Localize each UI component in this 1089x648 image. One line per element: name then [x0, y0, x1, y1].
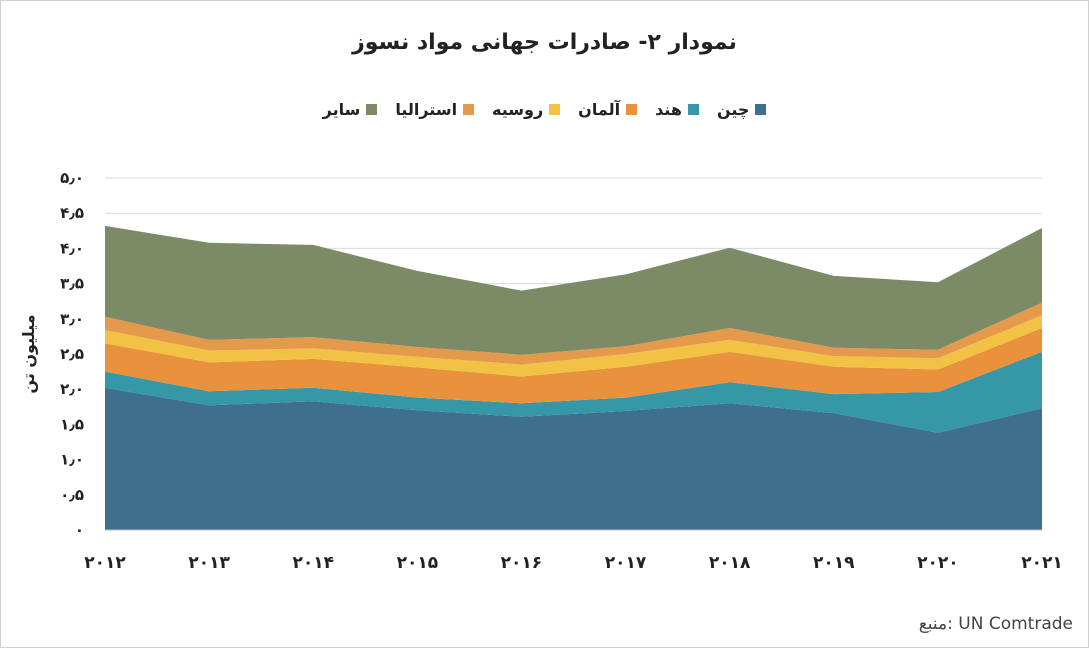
y-tick-label: ۴٫۰: [60, 239, 84, 257]
x-tick-label: ۲۰۱۴: [292, 553, 334, 573]
legend-item: سایر: [323, 100, 378, 119]
y-tick-label: ۳٫۰: [60, 310, 84, 328]
legend-item: روسیه: [492, 100, 561, 119]
legend-swatch: [755, 104, 767, 115]
area-series-3: [105, 315, 1042, 377]
x-tick-label: ۲۰۲۰: [917, 553, 959, 573]
legend-swatch: [549, 104, 561, 115]
y-tick-label: ۳٫۵: [60, 275, 84, 293]
x-tick-label: ۲۰۱۷: [605, 553, 647, 573]
y-tick-label: ۱٫۵: [60, 415, 84, 433]
legend-label: آلمان: [578, 100, 621, 119]
area-series-0: [105, 387, 1042, 530]
x-tick-label: ۲۰۱۹: [813, 553, 855, 573]
x-tick-label: ۲۰۱۵: [397, 553, 439, 573]
legend-item: هند: [655, 100, 699, 119]
y-axis-label: میلیون تن: [19, 314, 38, 393]
legend-label: استرالیا: [395, 100, 458, 119]
area-series-5: [105, 225, 1042, 355]
legend-swatch: [366, 104, 378, 115]
legend-label: چین: [716, 100, 750, 119]
y-tick-label: ۰٫۵: [60, 486, 84, 504]
chart-title: نمودار ۲- صادرات جهانی مواد نسوز: [352, 30, 737, 55]
y-tick-label: ۰: [75, 521, 84, 539]
x-tick-label: ۲۰۱۲: [84, 553, 126, 573]
y-tick-label: ۲٫۵: [60, 345, 84, 363]
legend-item: استرالیا: [395, 100, 475, 119]
legend-swatch: [463, 104, 475, 115]
x-tick-label: ۲۰۱۸: [709, 553, 751, 573]
legend-item: آلمان: [578, 100, 638, 119]
legend-label: هند: [655, 100, 682, 119]
y-tick-label: ۲٫۰: [60, 380, 84, 398]
source-note: منبع: UN Comtrade: [918, 614, 1073, 634]
y-tick-label: ۴٫۵: [60, 204, 84, 222]
area-series-4: [105, 302, 1042, 365]
legend-item: چین: [716, 100, 767, 119]
legend-label: سایر: [322, 100, 361, 119]
legend-swatch: [687, 104, 699, 115]
y-tick-label: ۵٫۰: [60, 169, 84, 187]
x-tick-label: ۲۰۱۳: [188, 553, 230, 573]
y-tick-label: ۱٫۰: [60, 451, 84, 469]
legend-swatch: [626, 104, 638, 115]
x-tick-label: ۲۰۲۱: [1021, 553, 1063, 573]
legend-label: روسیه: [492, 100, 544, 119]
x-tick-label: ۲۰۱۶: [501, 553, 543, 573]
chart-legend: چین هند آلمان روسیه استرالیا سایر: [0, 100, 1089, 119]
area-series-2: [105, 328, 1042, 404]
area-series-1: [105, 351, 1042, 433]
